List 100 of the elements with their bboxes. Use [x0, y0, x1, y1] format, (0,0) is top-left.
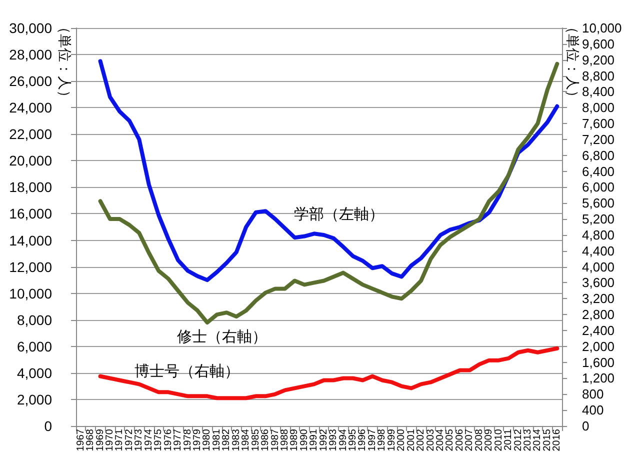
- y-tick-label: 14,000: [9, 232, 52, 248]
- x-tick-label: 2006: [454, 428, 466, 452]
- x-tick-label: 1979: [192, 428, 203, 452]
- y2-tick-label: 400: [582, 402, 604, 418]
- y-tick-label: 10,000: [9, 285, 52, 302]
- y-tick-label: 28,000: [9, 46, 52, 63]
- y-tick-label: 4,000: [16, 364, 52, 381]
- y-tick-label: 18,000: [9, 179, 52, 196]
- y2-tick-label: 1,600: [582, 354, 615, 370]
- y2-tick-label: 9,200: [582, 52, 615, 68]
- x-tick-label: 2002: [416, 428, 427, 452]
- x-tick-label: 2001: [406, 428, 417, 452]
- x-tick-label: 1997: [366, 428, 378, 452]
- y2-tick-label: 6,800: [582, 148, 615, 163]
- x-tick-label: 1980: [202, 428, 213, 452]
- x-tick-label: 1973: [134, 428, 145, 452]
- series-label: 学部（左軸）: [294, 206, 384, 223]
- x-tick-label: 1967: [75, 428, 86, 452]
- y2-tick-label: 6,000: [582, 180, 615, 195]
- y2-tick-label: 4,000: [582, 259, 615, 274]
- x-tick-label: 1992: [318, 428, 330, 452]
- y2-tick-label: 10,000: [582, 20, 622, 36]
- x-tick-label: 1983: [230, 428, 242, 452]
- y2-tick-label: 800: [582, 386, 604, 402]
- y-tick-label: 30,000: [9, 20, 52, 36]
- x-tick-label: 2007: [464, 428, 476, 452]
- y-axis-title: （単位：人）: [57, 20, 73, 104]
- y2-tick-label: 8,400: [582, 84, 615, 100]
- x-tick-label: 1968: [85, 428, 96, 452]
- y2-tick-label: 5,200: [582, 212, 615, 227]
- x-tick-label: 1994: [338, 428, 349, 452]
- x-tick-label: 2015: [542, 428, 553, 452]
- y-tick-label: 12,000: [9, 258, 52, 275]
- line-series: [98, 62, 560, 325]
- y2-tick-label: 2,400: [582, 322, 615, 338]
- x-tick-label: 1995: [348, 428, 359, 452]
- x-tick-label: 1985: [250, 428, 262, 452]
- x-tick-label: 1976: [162, 428, 174, 452]
- y-tick-label: 6,000: [16, 338, 52, 354]
- y-tick-label: 2,000: [16, 391, 52, 408]
- x-tick-label: 1984: [240, 428, 252, 452]
- y2-tick-label: 4,400: [582, 243, 615, 258]
- x-tick-label: 1996: [357, 428, 368, 452]
- y2-tick-label: 8,000: [582, 100, 615, 116]
- x-tick-label: 1999: [386, 428, 398, 452]
- y2-tick-label: 6,400: [582, 164, 615, 179]
- y2-tick-label: 2,800: [582, 307, 615, 322]
- y2-tick-label: 5,600: [582, 196, 615, 211]
- x-tick-label: 2014: [532, 428, 544, 452]
- y2-axis-title: （単位：人）: [565, 20, 581, 104]
- y-tick-label: 26,000: [9, 73, 52, 90]
- x-tick-label: 1974: [143, 428, 154, 452]
- line-series: [98, 346, 560, 400]
- y2-tick-label: 7,200: [582, 132, 615, 147]
- y2-tick-label: 2,000: [582, 338, 615, 354]
- x-tick-label: 1971: [114, 428, 126, 452]
- y2-tick-label: 1,200: [582, 370, 615, 386]
- x-tick-label: 1981: [211, 428, 222, 452]
- x-tick-label: 1990: [298, 428, 310, 452]
- x-tick-label: 1991: [308, 428, 320, 452]
- x-tick-label: 1987: [270, 428, 281, 452]
- x-tick-label: 1989: [289, 428, 300, 452]
- y-tick-label: 0: [44, 418, 52, 434]
- y2-tick-label: 4,800: [582, 227, 615, 242]
- y2-tick-label: 9,600: [582, 36, 615, 52]
- x-tick-label: 2011: [503, 428, 514, 451]
- x-tick-label: 1975: [153, 428, 164, 452]
- y2-tick-label: 3,200: [582, 291, 615, 306]
- series-label: 修士（右軸）: [176, 328, 267, 346]
- x-tick-label: 1988: [279, 428, 290, 452]
- x-tick-label: 1977: [172, 428, 184, 452]
- x-tick-label: 2004: [435, 428, 446, 452]
- y2-tick-label: 3,600: [582, 275, 615, 290]
- x-tick-label: 2013: [522, 428, 534, 452]
- x-tick-label: 1970: [104, 428, 116, 452]
- y-tick-label: 24,000: [9, 100, 52, 116]
- x-tick-label: 2016: [552, 428, 563, 452]
- y2-tick-label: 7,600: [582, 116, 615, 132]
- x-tick-label: 1986: [260, 428, 272, 452]
- y-tick-label: 22,000: [9, 126, 52, 142]
- y-tick-label: 8,000: [16, 312, 52, 328]
- x-tick-label: 2003: [425, 428, 436, 452]
- x-tick-label: 1978: [182, 428, 194, 452]
- x-tick-label: 1998: [376, 428, 388, 452]
- y2-tick-label: 8,800: [582, 68, 615, 84]
- line-series: [98, 59, 560, 282]
- x-tick-label: 2009: [484, 428, 495, 452]
- y-tick-label: 20,000: [9, 152, 52, 169]
- series-label: 博士号（右軸）: [134, 363, 240, 380]
- x-tick-label: 1982: [221, 428, 232, 452]
- x-tick-label: 2008: [474, 428, 485, 452]
- x-tick-label: 2012: [512, 428, 524, 452]
- y-tick-label: 16,000: [9, 206, 52, 222]
- y2-tick-label: 0: [582, 418, 590, 434]
- x-tick-label: 2000: [396, 428, 408, 452]
- x-tick-label: 1972: [124, 428, 135, 452]
- x-tick-label: 2005: [444, 428, 456, 452]
- x-tick-label: 1993: [328, 428, 340, 452]
- x-tick-label: 2010: [493, 428, 504, 452]
- x-tick-label: 1969: [94, 428, 106, 452]
